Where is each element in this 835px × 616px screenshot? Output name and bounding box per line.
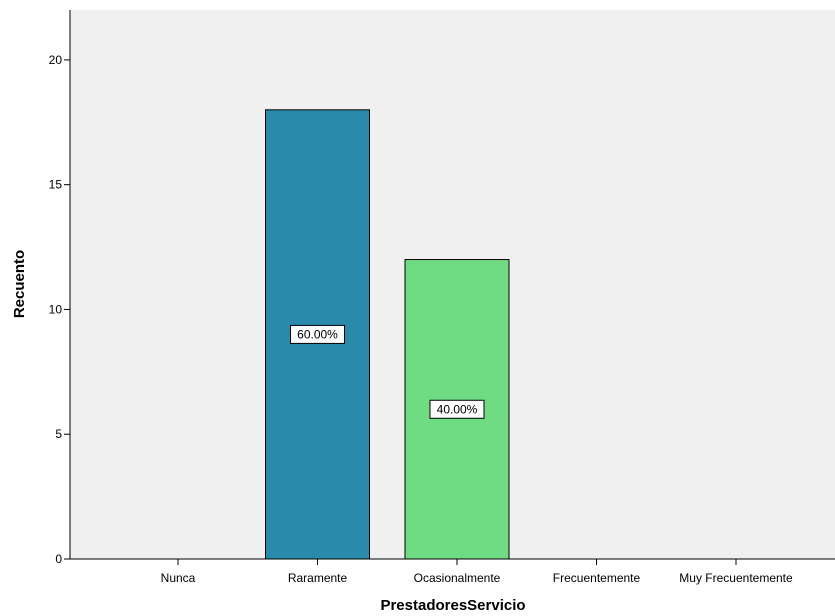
y-tick-label: 0 [55, 552, 62, 566]
x-tick-label: Muy Frecuentemente [679, 571, 793, 585]
x-axis-title: PrestadoresServicio [380, 597, 525, 614]
data-label-box [290, 324, 345, 344]
x-tick-label: Raramente [288, 571, 348, 585]
x-tick-label: Frecuentemente [553, 571, 641, 585]
y-tick-label: 20 [49, 53, 63, 67]
data-label: 40.00% [437, 402, 478, 416]
x-tick-label: Nunca [161, 571, 196, 585]
y-tick-label: 10 [49, 302, 63, 316]
y-tick-label: 5 [55, 427, 62, 441]
y-axis-ticks: 0 5 10 15 20 [49, 53, 70, 566]
bars: 60.00% 40.00% [265, 109, 510, 560]
y-tick-label: 15 [49, 178, 63, 192]
x-tick-label: Ocasionalmente [414, 571, 501, 585]
y-axis-title: Recuento [11, 250, 28, 318]
data-label: 60.00% [297, 327, 338, 341]
data-label-box [429, 399, 485, 419]
x-axis-ticks: Nunca Raramente Ocasionalmente Frecuentemen… [161, 559, 793, 585]
